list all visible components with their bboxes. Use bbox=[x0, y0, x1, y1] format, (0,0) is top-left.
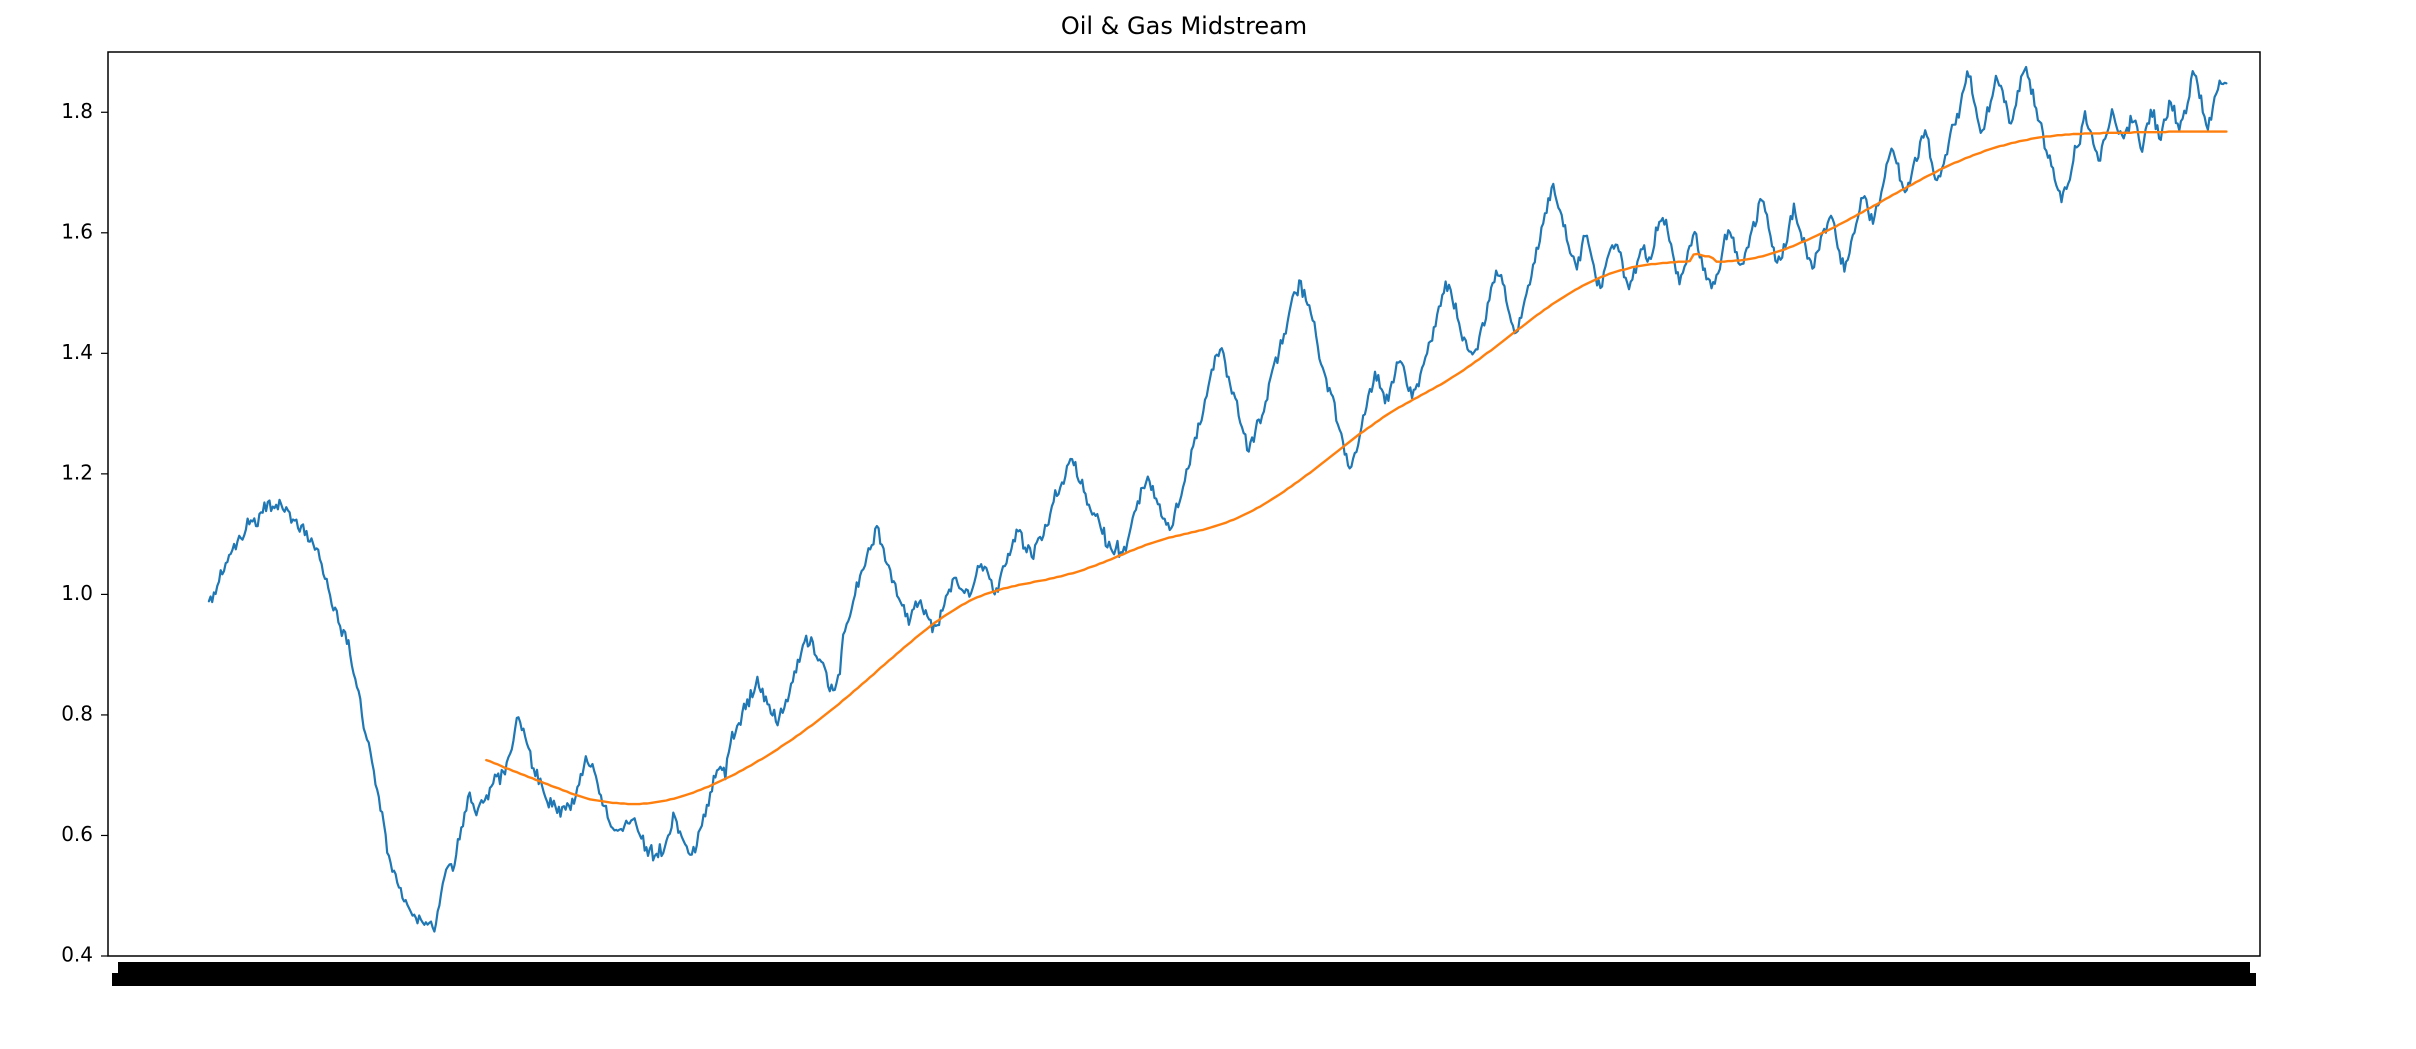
ytick-label: 1.0 bbox=[61, 581, 93, 605]
ytick-label: 1.2 bbox=[61, 460, 93, 484]
line-chart-svg: 0.4 0.6 0.8 1.0 1.2 1.4 1.6 1.8 Oil & Gas Midstr… bbox=[0, 0, 2416, 1049]
chart-title: Oil & Gas Midstream bbox=[1061, 12, 1307, 40]
ytick-label: 0.4 bbox=[61, 943, 93, 967]
ytick-label: 1.6 bbox=[61, 219, 93, 243]
ytick-label: 1.4 bbox=[61, 340, 93, 364]
xaxis-label-band-lower bbox=[112, 973, 2256, 986]
chart-background bbox=[0, 0, 2416, 1049]
ytick-label: 0.6 bbox=[61, 822, 93, 846]
chart-container: 0.4 0.6 0.8 1.0 1.2 1.4 1.6 1.8 Oil & Gas Midstr… bbox=[0, 0, 2416, 1049]
ytick-label: 0.8 bbox=[61, 701, 93, 725]
ytick-label: 1.8 bbox=[61, 99, 93, 123]
